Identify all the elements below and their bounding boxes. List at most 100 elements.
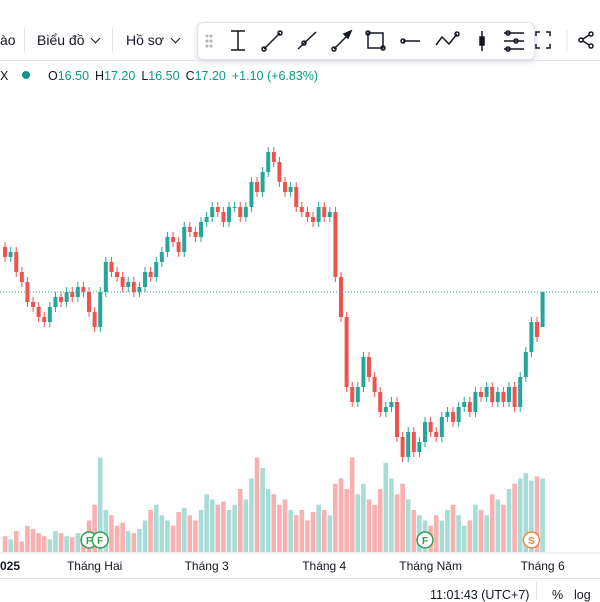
tool-icon[interactable] xyxy=(504,30,524,52)
candle-body xyxy=(389,402,394,407)
toolbar-right xyxy=(535,30,594,52)
candle-body xyxy=(221,212,226,222)
tool-icon[interactable] xyxy=(435,31,460,46)
candle-body xyxy=(540,292,545,327)
candle-body xyxy=(154,262,159,277)
tool-icon[interactable] xyxy=(231,30,245,51)
tool-icon[interactable] xyxy=(479,31,485,51)
volume-bar xyxy=(338,478,344,552)
candle-body xyxy=(199,222,204,237)
candle-body xyxy=(484,387,489,397)
volume-bar xyxy=(30,528,36,552)
volume-bar xyxy=(321,510,327,552)
volume-bar xyxy=(484,515,489,552)
legend-value: 17.20 xyxy=(194,69,226,83)
candle-body xyxy=(137,287,142,292)
candle-body xyxy=(215,207,220,212)
candle-body xyxy=(3,247,8,257)
candle-body xyxy=(311,217,316,222)
candle-body xyxy=(232,207,237,208)
candle-body xyxy=(395,402,400,437)
candle-body xyxy=(109,262,114,272)
candle-body xyxy=(210,207,215,217)
candle-body xyxy=(271,152,276,162)
tool-icon[interactable] xyxy=(297,31,317,50)
volume-bar xyxy=(355,494,361,552)
volume-bar xyxy=(237,489,243,552)
candle-body xyxy=(316,207,321,222)
volume-bar xyxy=(64,536,69,552)
candle-body xyxy=(512,387,517,407)
tool-icon[interactable] xyxy=(261,30,283,52)
volume-bar xyxy=(142,520,148,552)
toolbar-item[interactable]: Hồ sơ xyxy=(126,32,181,48)
volume-bar xyxy=(19,541,25,552)
legend-change: +1.10 (+6.83%) xyxy=(231,69,319,83)
percent-toggle[interactable]: % xyxy=(552,588,564,602)
candle-body xyxy=(350,387,355,402)
volume-bar xyxy=(8,539,13,552)
volume-bar xyxy=(153,504,159,552)
volume-bar xyxy=(58,533,64,552)
grip xyxy=(205,34,213,48)
volume-bar xyxy=(383,462,389,552)
volume-bar xyxy=(361,483,366,552)
candle-body xyxy=(479,392,484,397)
candle-body xyxy=(523,352,528,377)
event-label: F xyxy=(97,536,103,547)
volume-bar xyxy=(120,522,125,552)
candle-body xyxy=(518,377,523,407)
toolbar-item[interactable]: Biểu đồ xyxy=(37,32,101,48)
candle-body xyxy=(501,392,506,402)
candle-body xyxy=(148,272,153,277)
candle-body xyxy=(535,322,540,337)
candle-body xyxy=(294,187,299,207)
candle-body xyxy=(36,307,41,317)
candle-body xyxy=(193,232,198,237)
volume-bar xyxy=(394,494,400,552)
x-tick-label: Tháng Hai xyxy=(67,559,122,573)
volume-bar xyxy=(316,504,321,552)
volume-bar xyxy=(433,515,439,552)
candle-body xyxy=(120,277,125,287)
volume-bar xyxy=(389,478,394,552)
share-icon[interactable] xyxy=(578,31,594,49)
ohlc-legend: O16.50 H17.20 L16.50 C17.20 +1.10 (+6.83%) xyxy=(48,69,318,83)
candle-body xyxy=(417,442,422,452)
volume-bar xyxy=(377,489,383,552)
volume-bar xyxy=(299,510,305,552)
volume-bar xyxy=(25,525,30,552)
volume-bar xyxy=(305,520,310,552)
tool-icon[interactable] xyxy=(365,30,386,51)
volume-bar xyxy=(103,510,109,552)
fullscreen-icon[interactable] xyxy=(535,31,551,49)
candle-body xyxy=(383,407,388,412)
candle-body xyxy=(456,407,461,422)
tool-icon[interactable] xyxy=(400,38,420,44)
candle-body xyxy=(182,227,187,252)
candle-body xyxy=(8,252,13,257)
volume-bar xyxy=(92,504,97,552)
volume-bar xyxy=(69,537,75,552)
candle-body xyxy=(204,217,209,222)
log-toggle[interactable]: log xyxy=(574,588,591,602)
volume-bar xyxy=(467,520,473,552)
candle-body xyxy=(187,227,192,232)
toolbar-item[interactable]: ào xyxy=(0,32,16,48)
volume-bar xyxy=(260,468,265,552)
volume-bar xyxy=(445,510,450,552)
candle-body xyxy=(423,422,428,442)
volume-bar xyxy=(265,489,271,552)
separator xyxy=(24,28,25,52)
drawing-toolbar xyxy=(197,22,535,60)
candle-body xyxy=(171,237,176,242)
volume-bar xyxy=(249,478,254,552)
tool-icon[interactable] xyxy=(331,29,353,52)
volume-bar xyxy=(243,499,249,552)
candle-body xyxy=(19,272,24,282)
candle-body xyxy=(467,402,472,412)
candle-body xyxy=(53,297,58,307)
volume-bar xyxy=(517,478,523,552)
candle-body xyxy=(288,187,293,192)
event-label: S xyxy=(528,536,535,547)
